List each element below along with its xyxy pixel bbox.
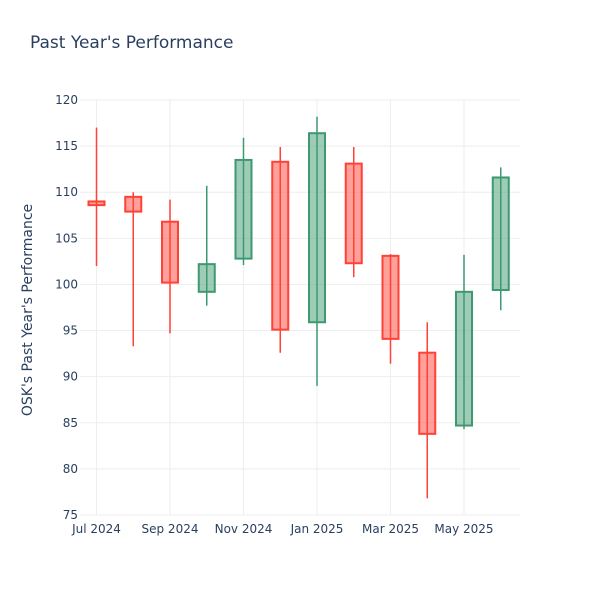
y-tick-label: 115 xyxy=(55,139,78,153)
y-tick-label: 95 xyxy=(63,324,78,338)
candle-body xyxy=(491,176,510,291)
chart-title: Past Year's Performance xyxy=(30,33,234,53)
y-tick-label: 90 xyxy=(63,370,78,384)
candle-decreasing xyxy=(87,127,106,266)
candle-increasing xyxy=(308,116,326,386)
candle-body xyxy=(161,220,179,284)
candle-increasing xyxy=(197,185,216,306)
y-tick-label: 85 xyxy=(63,416,78,430)
y-tick-label: 105 xyxy=(55,231,78,245)
candle-body xyxy=(87,200,106,207)
candle-body xyxy=(124,195,143,213)
candle-increasing xyxy=(491,167,510,311)
y-tick-label: 80 xyxy=(63,462,78,476)
x-tick-label: Sep 2024 xyxy=(142,522,199,536)
x-tick-labels: Jul 2024 Sep 2024 Nov 2024 Jan 2025 Mar 2025… xyxy=(71,522,494,536)
x-tick-label: May 2025 xyxy=(434,522,493,536)
y-tick-label: 120 xyxy=(55,93,78,107)
candle-body xyxy=(271,160,290,331)
candle-body xyxy=(344,162,363,265)
gridlines xyxy=(80,99,520,516)
x-tick-label: Jul 2024 xyxy=(71,522,121,536)
x-tick-label: Mar 2025 xyxy=(362,522,419,536)
candle-body xyxy=(197,263,216,293)
candle-decreasing xyxy=(124,192,143,347)
candle-decreasing xyxy=(271,147,290,353)
candle-increasing xyxy=(234,137,253,266)
x-tick-label: Nov 2024 xyxy=(215,522,273,536)
candle-body xyxy=(381,254,400,340)
y-axis-label: OSK's Past Year's Performance xyxy=(20,204,36,416)
candle-body xyxy=(418,351,437,435)
candle-decreasing xyxy=(381,254,400,364)
candles xyxy=(87,116,510,499)
candle-decreasing xyxy=(161,199,179,334)
candle-increasing xyxy=(455,254,473,430)
candle-decreasing xyxy=(418,322,437,499)
y-tick-label: 100 xyxy=(55,277,78,291)
candle-body xyxy=(308,132,326,324)
y-tick-label: 110 xyxy=(55,185,78,199)
candle-decreasing xyxy=(344,147,363,278)
x-tick-label: Jan 2025 xyxy=(290,522,344,536)
y-tick-labels: 75 80 85 90 95 100 105 110 115 120 xyxy=(55,93,78,522)
y-tick-label: 75 xyxy=(63,508,78,522)
candle-body xyxy=(234,158,253,260)
candle-body xyxy=(455,290,473,427)
